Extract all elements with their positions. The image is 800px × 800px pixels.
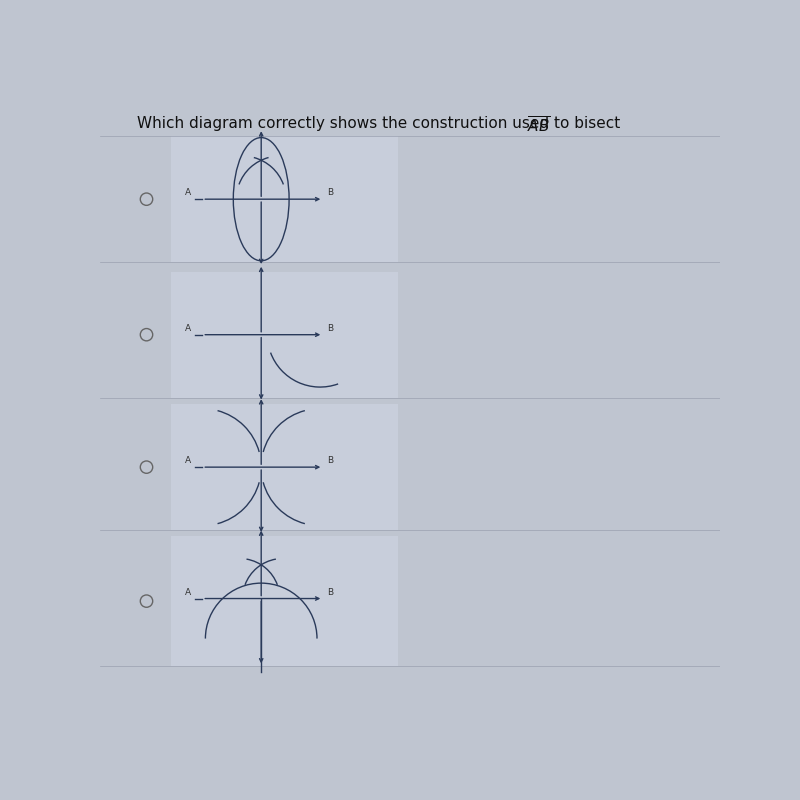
Text: B: B	[327, 588, 334, 597]
Bar	[171, 404, 398, 530]
Bar	[171, 136, 398, 262]
Text: A: A	[185, 588, 191, 597]
Text: A: A	[185, 188, 191, 198]
Text: Which diagram correctly shows the construction used to bisect: Which diagram correctly shows the constr…	[138, 116, 626, 130]
Text: $\overline{AB}$: $\overline{AB}$	[526, 116, 550, 136]
Bar	[171, 537, 398, 666]
Text: B: B	[327, 324, 334, 333]
Text: B: B	[327, 188, 334, 198]
Text: B: B	[327, 456, 334, 466]
Text: A: A	[185, 324, 191, 333]
Text: A: A	[185, 456, 191, 466]
Bar	[171, 271, 398, 398]
